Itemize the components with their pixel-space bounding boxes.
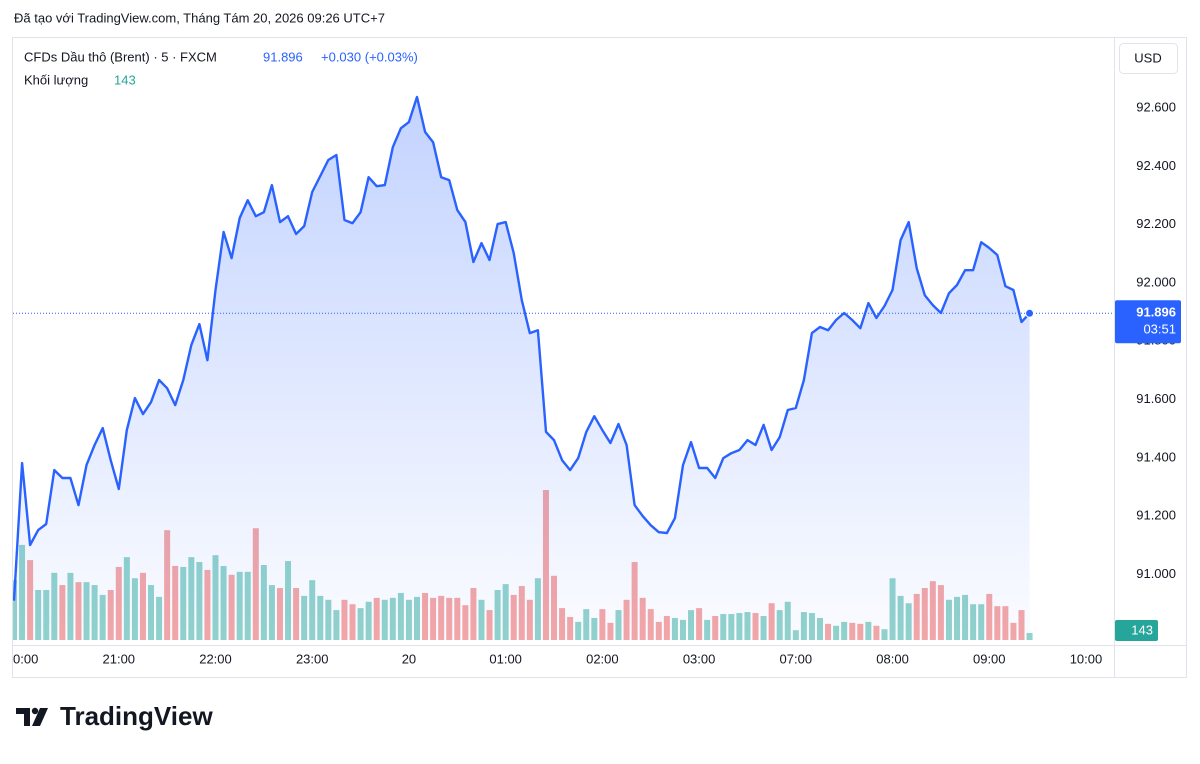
y-tick-label: 92.200 bbox=[1136, 216, 1176, 231]
y-tick-label: 92.400 bbox=[1136, 158, 1176, 173]
created-note: Đã tạo với TradingView.com, Tháng Tám 20… bbox=[14, 10, 385, 25]
x-tick-label: 07:00 bbox=[780, 651, 813, 666]
logo-mark bbox=[32, 708, 48, 726]
x-tick-label: 20 bbox=[402, 651, 416, 666]
x-tick-label: 10:00 bbox=[1070, 651, 1103, 666]
y-tick-label: 92.000 bbox=[1136, 274, 1176, 289]
legend-volume-name: Khối lượng bbox=[24, 72, 88, 87]
volume-badge-label: 143 bbox=[1131, 622, 1153, 637]
x-axis: 20:00 21:00 22:00 23:00 20 01:00 02:00 03:00 07:… bbox=[6, 651, 1103, 666]
x-tick-label: 02:00 bbox=[586, 651, 619, 666]
y-axis: 91.00091.20091.40091.60091.80092.00092.2… bbox=[1136, 100, 1176, 581]
price-area bbox=[14, 97, 1030, 640]
x-tick-label: 22:00 bbox=[199, 651, 232, 666]
currency-button[interactable] bbox=[1119, 43, 1178, 74]
volume-badge bbox=[1115, 620, 1158, 641]
logo: TradingView bbox=[16, 701, 213, 731]
last-price-label: 91.896 bbox=[1136, 305, 1176, 320]
y-tick-label: 91.400 bbox=[1136, 449, 1176, 464]
x-tick-label: 21:00 bbox=[103, 651, 136, 666]
overlay: CFDs Dầu thô (Brent) · 5 · FXCM 91.896 +… bbox=[13, 43, 1181, 641]
chart-frame bbox=[12, 37, 1187, 678]
x-tick-label: 09:00 bbox=[973, 651, 1006, 666]
logo-text: TradingView bbox=[60, 701, 213, 731]
plot-area bbox=[13, 95, 1033, 640]
x-tick-label: 08:00 bbox=[876, 651, 909, 666]
legend-change: +0.030 (+0.03%) bbox=[321, 49, 418, 64]
y-tick-label: 92.600 bbox=[1136, 100, 1176, 115]
legend-volume: 143 bbox=[114, 72, 136, 87]
logo-mark bbox=[31, 707, 39, 715]
currency[interactable]: USD bbox=[1134, 50, 1161, 65]
x-tick-label: 20:00 bbox=[6, 651, 39, 666]
bar-countdown: 03:51 bbox=[1143, 322, 1176, 337]
y-tick-label: 91.000 bbox=[1136, 566, 1176, 581]
price-line bbox=[13, 95, 1031, 601]
last-price-badge bbox=[1115, 300, 1181, 344]
legend-price: 91.896 bbox=[263, 49, 303, 64]
y-tick-label: 91.200 bbox=[1136, 508, 1176, 523]
last-price-dot bbox=[1025, 308, 1035, 318]
y-tick-label: 91.600 bbox=[1136, 391, 1176, 406]
x-tick-label: 03:00 bbox=[683, 651, 716, 666]
legend-symbol: CFDs Dầu thô (Brent) · 5 · FXCM bbox=[24, 49, 217, 64]
x-tick-label: 23:00 bbox=[296, 651, 329, 666]
logo-mark bbox=[16, 708, 30, 726]
x-tick-label: 01:00 bbox=[489, 651, 522, 666]
